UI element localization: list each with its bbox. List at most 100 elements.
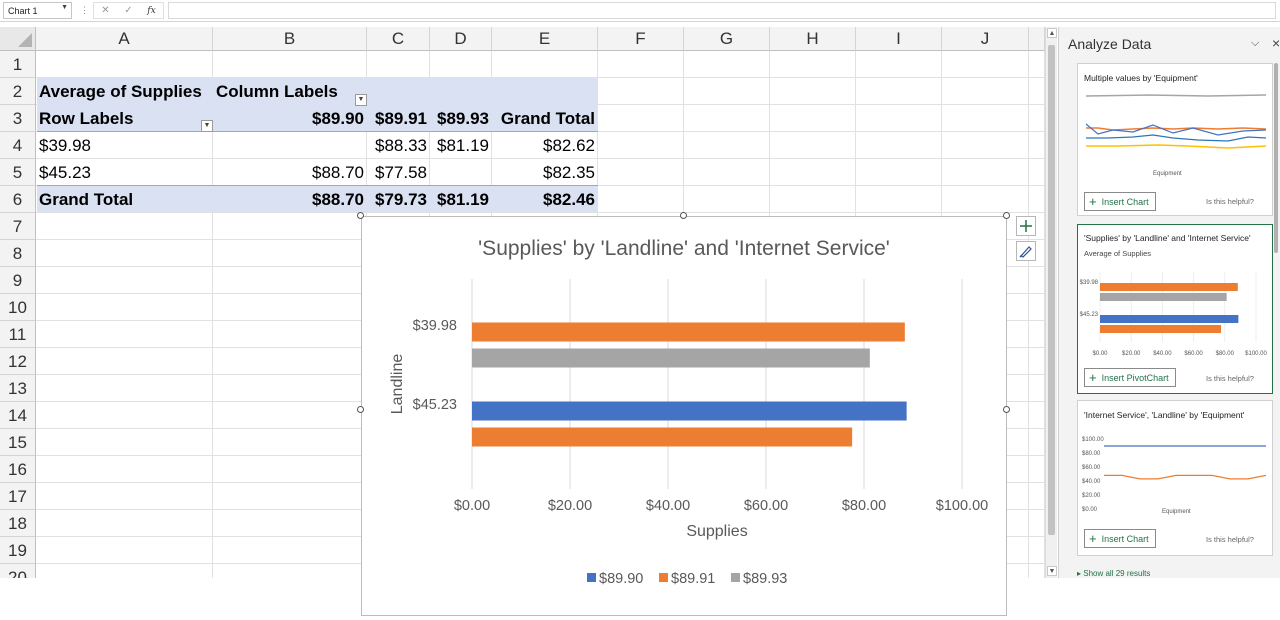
pivot-col-key[interactable]: Grand Total [500,109,595,128]
column-header-j[interactable]: J [942,27,1029,51]
column-header-a[interactable]: A [36,27,213,51]
helpful-link[interactable]: Is this helpful? [1206,535,1254,544]
pivot-col-key[interactable]: $89.90 [312,109,364,128]
row-header-18[interactable]: 18 [0,510,36,537]
row-header-20[interactable]: 20 [0,564,36,578]
row-header-8[interactable]: 8 [0,240,36,267]
pivot-col-key[interactable]: $89.91 [375,109,427,128]
pivot-column-labels[interactable]: Column Labels [216,82,338,101]
chevron-down-icon[interactable]: ⌵ [1251,37,1260,49]
resize-handle[interactable] [680,212,687,219]
row-header-12[interactable]: 12 [0,348,36,375]
y-tick-label: $39.98 [413,318,457,334]
column-header-c[interactable]: C [367,27,430,51]
gridline-col [1044,51,1045,578]
show-all-results-link[interactable]: ▸ Show all 29 results [1077,569,1151,578]
column-filter-button[interactable]: ▼ [355,94,367,106]
formula-input[interactable] [168,2,1276,19]
pivot-cell[interactable]: $77.58 [375,163,427,182]
helpful-link[interactable]: Is this helpful? [1206,197,1254,206]
mini-x-tick: $20.00 [1122,351,1141,357]
pivot-cell[interactable]: $82.62 [543,136,595,155]
column-header-b[interactable]: B [213,27,367,51]
pivot-cell[interactable]: $81.19 [437,136,489,155]
pivot-total-cell[interactable]: $82.46 [543,190,595,209]
row-header-14[interactable]: 14 [0,402,36,429]
pivot-row-label[interactable]: $39.98 [39,136,91,155]
row-header-6[interactable]: 6 [0,186,36,213]
row-header-13[interactable]: 13 [0,375,36,402]
gridline-col [212,51,213,578]
enter-icon[interactable]: ✓ [124,5,133,16]
close-icon[interactable]: × [1272,35,1280,51]
pivot-chart[interactable]: 'Supplies' by 'Landline' and 'Internet S… [361,216,1007,616]
column-header-e[interactable]: E [492,27,598,51]
suggestion-card[interactable]: 'Internet Service', 'Landline' by 'Equip… [1077,400,1273,556]
row-header-10[interactable]: 10 [0,294,36,321]
cancel-icon[interactable]: ✕ [101,5,110,16]
pane-scroll-thumb[interactable] [1274,63,1278,253]
column-header-partial[interactable] [1029,27,1045,51]
column-header-d[interactable]: D [430,27,492,51]
scroll-up-icon[interactable]: ▲ [1047,28,1057,38]
row-header-19[interactable]: 19 [0,537,36,564]
insert-function-icon[interactable]: fx [147,5,156,16]
column-header-g[interactable]: G [684,27,770,51]
row-header-9[interactable]: 9 [0,267,36,294]
resize-handle[interactable] [357,406,364,413]
resize-handle[interactable] [357,212,364,219]
pivot-cell[interactable] [213,132,367,159]
row-header-15[interactable]: 15 [0,429,36,456]
chart-styles-button[interactable] [1016,241,1036,261]
row-filter-button[interactable]: ▼ [201,120,213,132]
pivot-cell[interactable]: $88.70 [312,163,364,182]
pivot-total-cell[interactable]: $79.73 [375,190,427,209]
column-header-i[interactable]: I [856,27,942,51]
pivot-row-label[interactable]: $45.23 [39,163,91,182]
select-all-button[interactable] [0,27,36,51]
pane-scrollbar[interactable] [1273,61,1279,571]
vertical-scrollbar[interactable]: ▲ ▼ [1045,27,1057,578]
row-header-4[interactable]: 4 [0,132,36,159]
chart-elements-button[interactable] [1016,216,1036,236]
scroll-thumb[interactable] [1048,45,1055,535]
row-header-1[interactable]: 1 [0,51,36,78]
pivot-total-cell[interactable]: $88.70 [312,190,364,209]
row-header-11[interactable]: 11 [0,321,36,348]
pivot-cell[interactable]: $88.33 [375,136,427,155]
resize-handle[interactable] [1003,406,1010,413]
chevron-down-icon[interactable]: ▼ [61,4,68,11]
pivot-total-cell[interactable]: $81.19 [437,190,489,209]
insert-chart-button[interactable]: + Insert Chart [1084,192,1156,211]
pivot-col-key[interactable]: $89.93 [437,109,489,128]
row-header-3[interactable]: 3 [0,105,36,132]
formula-buttons: ✕ ✓ fx [93,2,164,19]
row-header-2[interactable]: 2 [0,78,36,105]
plus-icon [1020,220,1032,232]
pivot-cell[interactable]: $82.35 [543,163,595,182]
column-header-f[interactable]: F [598,27,684,51]
row-header-17[interactable]: 17 [0,483,36,510]
x-tick-label: $20.00 [548,498,592,514]
scroll-down-icon[interactable]: ▼ [1047,566,1057,576]
resize-handle[interactable] [1003,212,1010,219]
suggestion-card-selected[interactable]: 'Supplies' by 'Landline' and 'Internet S… [1077,224,1273,394]
insert-chart-button[interactable]: + Insert Chart [1084,529,1156,548]
plus-icon: + [1089,531,1097,546]
pivot-grand-total-label[interactable]: Grand Total [39,190,134,209]
mini-bar [1100,293,1227,301]
pivot-value-field[interactable]: Average of Supplies [39,82,202,101]
row-header-16[interactable]: 16 [0,456,36,483]
row-header-5[interactable]: 5 [0,159,36,186]
pivot-row-labels[interactable]: Row Labels [39,109,134,128]
chart-canvas: 'Supplies' by 'Landline' and 'Internet S… [389,237,988,587]
name-box[interactable]: Chart 1 ▼ [3,2,72,19]
helpful-link[interactable]: Is this helpful? [1206,374,1254,383]
row-header-7[interactable]: 7 [0,213,36,240]
column-header-h[interactable]: H [770,27,856,51]
bar [472,427,853,447]
pivot-cell[interactable] [430,159,492,186]
mini-bar [1100,315,1239,323]
suggestion-card[interactable]: Multiple values by 'Equipment' Equipment… [1077,63,1273,216]
insert-pivotchart-button[interactable]: + Insert PivotChart [1084,368,1176,387]
